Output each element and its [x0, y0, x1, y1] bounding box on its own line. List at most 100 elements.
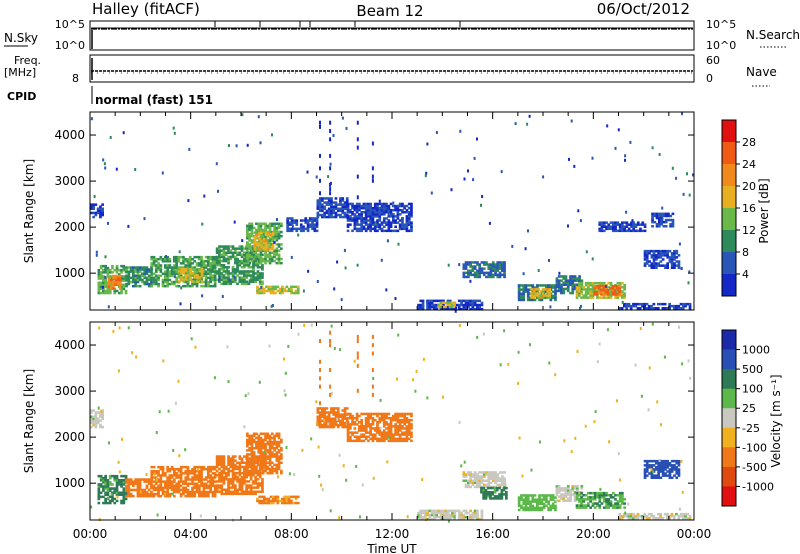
data-cell — [261, 482, 264, 485]
data-cell — [353, 431, 357, 434]
data-cell — [198, 280, 201, 284]
data-cell — [166, 280, 169, 284]
data-cell — [264, 447, 267, 450]
data-cell — [182, 269, 186, 273]
data-cell — [200, 482, 203, 485]
data-cell — [254, 482, 257, 485]
data-cell — [373, 206, 377, 210]
data-cell — [129, 492, 133, 496]
data-cell — [275, 440, 279, 444]
data-cell — [658, 214, 661, 218]
data-cell — [170, 476, 174, 479]
data-cell — [250, 234, 254, 238]
data-cell — [196, 280, 199, 283]
data-cell — [645, 249, 649, 253]
data-cell — [188, 262, 192, 265]
data-cell — [122, 491, 126, 494]
data-cell — [520, 496, 523, 499]
data-cell — [264, 436, 267, 440]
data-cell — [398, 433, 402, 436]
data-cell — [473, 481, 477, 485]
data-cell — [376, 219, 379, 222]
data-cell — [238, 280, 242, 283]
data-cell — [542, 496, 546, 499]
data-cell — [127, 478, 131, 481]
data-cell — [99, 485, 103, 488]
data-cell — [202, 260, 206, 263]
data-cell — [643, 304, 647, 308]
data-cell — [224, 488, 228, 491]
data-cell — [675, 260, 679, 263]
data-cell — [387, 431, 391, 434]
data-cell — [582, 506, 586, 509]
data-cell — [224, 465, 228, 469]
data-cell — [522, 296, 526, 300]
data-cell — [634, 223, 638, 226]
data-cell — [204, 492, 208, 496]
data-cell — [327, 215, 331, 219]
data-cell — [136, 488, 140, 492]
data-cell — [267, 287, 271, 291]
data-cell — [376, 429, 379, 432]
data-cell — [97, 483, 101, 486]
data-cell — [573, 285, 577, 289]
data-cell — [611, 293, 615, 296]
data-cell — [480, 477, 484, 480]
data-cell — [229, 249, 233, 252]
data-cell — [280, 247, 283, 250]
data-cell — [173, 280, 176, 284]
data-cell — [496, 261, 500, 264]
data-cell — [651, 225, 654, 228]
data-cell — [571, 291, 575, 295]
data-cell — [231, 274, 235, 277]
data-cell — [541, 292, 545, 295]
data-cell — [261, 249, 265, 252]
data-cell — [256, 482, 260, 485]
data-cell — [387, 227, 391, 231]
data-cell — [403, 204, 406, 208]
data-cell — [257, 436, 261, 440]
data-cell — [258, 291, 262, 295]
data-cell — [187, 276, 190, 279]
data-cell — [471, 515, 475, 519]
data-cell — [113, 491, 117, 494]
data-cell — [179, 262, 183, 265]
data-cell — [195, 478, 199, 481]
data-cell — [249, 278, 253, 281]
data-cell — [184, 482, 188, 485]
data-cell — [175, 262, 178, 265]
data-cell — [584, 294, 588, 297]
colorbar-swatch — [722, 230, 736, 253]
data-cell — [491, 475, 495, 478]
data-cell — [476, 513, 479, 517]
data-cell — [355, 223, 359, 226]
data-cell — [166, 268, 169, 271]
data-cell — [292, 285, 295, 289]
data-cell — [246, 459, 249, 462]
data-cell — [589, 498, 592, 501]
data-cell — [587, 496, 590, 499]
data-cell — [193, 274, 197, 277]
data-cell — [591, 288, 595, 291]
data-cell — [373, 429, 377, 432]
data-cell — [346, 421, 350, 424]
data-cell — [560, 291, 563, 295]
data-cell — [188, 472, 192, 475]
data-cell — [222, 268, 226, 271]
data-cell — [112, 285, 115, 288]
data-point — [271, 133, 273, 137]
data-cell — [641, 223, 645, 226]
data-cell — [426, 307, 429, 311]
data-cell — [255, 440, 258, 444]
data-cell — [598, 498, 602, 501]
data-cell — [170, 468, 174, 471]
data-cell — [462, 271, 466, 275]
data-cell — [157, 276, 160, 280]
data-cell — [580, 498, 583, 501]
data-cell — [323, 421, 326, 425]
data-cell — [270, 432, 274, 435]
data-cell — [369, 425, 372, 428]
data-cell — [392, 437, 395, 441]
data-cell — [517, 290, 521, 293]
data-cell — [353, 215, 357, 218]
